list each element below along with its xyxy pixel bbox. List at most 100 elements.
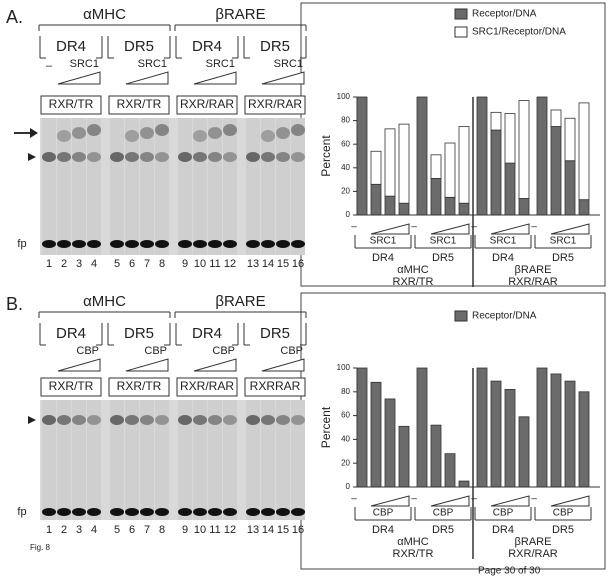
- y-tick-label: 60: [341, 411, 350, 420]
- gel-band: [246, 240, 260, 248]
- gel-band: [246, 415, 260, 425]
- lane-number: 2: [61, 258, 67, 270]
- bar-segment: [536, 367, 548, 488]
- bar-segment: [384, 195, 396, 216]
- gel-band: [261, 152, 275, 162]
- complex-label: RXR/RAR: [248, 97, 302, 111]
- complex-box: [40, 95, 102, 115]
- dose-triangle: [490, 495, 530, 507]
- gel-lane: [125, 118, 139, 255]
- gel-band: [57, 152, 71, 162]
- gel-band: [155, 152, 169, 162]
- lane-number: 11: [209, 258, 220, 270]
- dose-triangle: [550, 223, 590, 235]
- gel-band: [178, 152, 192, 162]
- lane-number: 12: [224, 258, 236, 270]
- element-label: DR5: [260, 38, 290, 55]
- lane-number: 16: [292, 258, 304, 270]
- gel-band: [276, 508, 290, 516]
- bar-segment: [416, 96, 428, 216]
- panel-letter: B.: [6, 294, 23, 314]
- bar-segment: [430, 178, 442, 216]
- band-arrowhead: [28, 416, 36, 424]
- page-footer: Page 30 of 30: [478, 566, 541, 577]
- gel-band: [291, 415, 305, 425]
- lane-number: 6: [129, 524, 135, 536]
- y-tick-label: 100: [337, 363, 351, 372]
- bar-segment: [458, 480, 470, 488]
- dose-triangle: [261, 71, 305, 85]
- minus-label: –: [411, 222, 417, 233]
- lane-number: 14: [262, 258, 274, 270]
- element-label: DR4: [56, 38, 86, 55]
- complex-box: [176, 95, 238, 115]
- y-tick-label: 20: [341, 187, 350, 196]
- gel-band: [276, 240, 290, 248]
- lane-number: 15: [277, 524, 289, 536]
- y-tick-label: 0: [346, 210, 351, 219]
- complex-label: RXR/RAR: [508, 276, 558, 288]
- gel-band: [87, 240, 101, 248]
- gel-lane: [223, 118, 237, 255]
- gel-lane: [223, 400, 237, 520]
- legend-label: Receptor/DNA: [472, 311, 537, 322]
- bar-segment: [504, 162, 516, 216]
- gel-band: [155, 240, 169, 248]
- gel-lane: [155, 400, 169, 520]
- bar-segment: [564, 117, 576, 162]
- gel-band: [223, 508, 237, 516]
- gel-band: [276, 127, 290, 139]
- y-tick-label: 80: [341, 387, 350, 396]
- gel-band: [110, 508, 124, 516]
- factor-label: CBP: [493, 508, 514, 519]
- gel-band: [178, 508, 192, 516]
- element-label: DR4: [372, 524, 394, 536]
- bar-segment: [550, 109, 562, 127]
- gel-band: [57, 130, 71, 142]
- complex-box: [108, 377, 170, 397]
- lane-number: 8: [159, 524, 165, 536]
- gel-band: [208, 508, 222, 516]
- gel-band: [291, 152, 305, 162]
- gel-band: [193, 240, 207, 248]
- gel-band: [42, 508, 56, 516]
- lane-number: 16: [292, 524, 304, 536]
- lane-number: 7: [144, 258, 150, 270]
- factor-label: SRC1: [430, 236, 457, 247]
- complex-label: RXRRAR: [250, 379, 301, 393]
- gel-band: [261, 130, 275, 142]
- complex-label: RXR/TR: [117, 379, 162, 393]
- gel-lane: [276, 118, 290, 255]
- lane-number: 12: [224, 524, 236, 536]
- element-label: DR5: [432, 524, 454, 536]
- band-arrow: [30, 128, 38, 138]
- dose-triangle: [550, 495, 590, 507]
- bar-segment: [476, 367, 488, 488]
- gel-band: [125, 152, 139, 162]
- dose-triangle: [125, 358, 169, 372]
- free-probe-label: fp: [17, 506, 26, 518]
- gel-lane: [261, 118, 275, 255]
- gel-band: [72, 152, 86, 162]
- gel-band: [291, 508, 305, 516]
- promoter-label: βRARE: [515, 536, 552, 548]
- bar-segment: [356, 367, 368, 488]
- y-tick-label: 80: [341, 116, 350, 125]
- gel-band: [42, 240, 56, 248]
- gel-band: [291, 240, 305, 248]
- bar-segment: [398, 202, 410, 216]
- bar-segment: [564, 160, 576, 216]
- gel-lane: [140, 118, 154, 255]
- gel-lane: [87, 118, 101, 255]
- bar-segment: [370, 150, 382, 185]
- gel-lane: [110, 400, 124, 520]
- bar-segment: [490, 129, 502, 216]
- gel-band: [193, 508, 207, 516]
- complex-box: [108, 95, 170, 115]
- gel-band: [87, 124, 101, 136]
- complex-label: RXR/RAR: [180, 379, 234, 393]
- y-tick-label: 100: [337, 92, 351, 101]
- gel-band: [125, 240, 139, 248]
- y-tick-label: 0: [346, 482, 351, 491]
